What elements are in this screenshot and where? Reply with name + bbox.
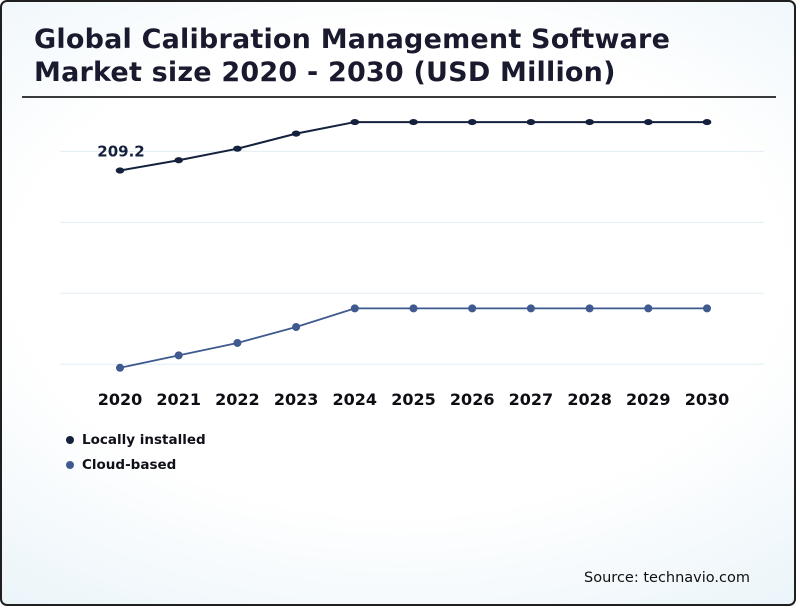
x-tick-label: 2026 (450, 390, 495, 409)
data-point-marker (174, 157, 183, 164)
data-point-marker (409, 304, 418, 313)
data-point-marker (644, 304, 653, 313)
legend-item-locally-installed: Locally installed (66, 432, 206, 448)
data-point-marker (233, 145, 242, 152)
data-point-marker (468, 304, 477, 313)
legend-label-cloud-based: Cloud-based (82, 457, 177, 473)
series-line-1 (119, 307, 707, 369)
data-point-marker (585, 118, 594, 126)
data-point-marker (174, 351, 183, 360)
data-point-marker (703, 304, 711, 313)
data-point-marker (585, 304, 594, 313)
data-point-marker (702, 118, 712, 126)
x-tick-label: 2027 (509, 390, 554, 409)
data-label: 209.2 (97, 143, 144, 161)
x-tick-label: 2028 (567, 390, 612, 409)
data-point-marker (644, 118, 653, 126)
data-point-marker (233, 338, 242, 347)
chart-title: Global Calibration Management Software M… (34, 24, 671, 88)
x-tick-label: 2025 (391, 390, 436, 409)
x-tick-label: 2029 (626, 390, 671, 409)
data-point-marker (115, 167, 125, 174)
data-point-marker (116, 363, 124, 372)
legend-label-locally-installed: Locally installed (82, 432, 206, 448)
x-tick-label: 2020 (98, 390, 143, 409)
data-point-marker (409, 118, 418, 126)
title-divider (22, 96, 776, 98)
data-point-marker (292, 323, 301, 331)
legend-item-cloud-based: Cloud-based (66, 457, 206, 473)
x-tick-label: 2022 (215, 390, 260, 409)
x-tick-label: 2023 (274, 390, 319, 409)
data-point-marker (526, 304, 535, 313)
legend-marker-locally-installed-icon (66, 436, 74, 444)
legend-marker-cloud-based-icon (66, 461, 74, 469)
x-tick-label: 2030 (685, 390, 730, 409)
data-point-marker (350, 304, 359, 313)
data-point-marker (526, 118, 536, 126)
x-tick-label: 2021 (156, 390, 201, 409)
source-attribution: Source: technavio.com (584, 570, 750, 586)
data-point-marker (467, 118, 477, 126)
series-line-0 (119, 121, 707, 172)
data-point-marker (350, 118, 360, 126)
data-point-marker (291, 130, 301, 137)
legend: Locally installed Cloud-based (66, 432, 206, 473)
x-tick-label: 2024 (333, 390, 378, 409)
